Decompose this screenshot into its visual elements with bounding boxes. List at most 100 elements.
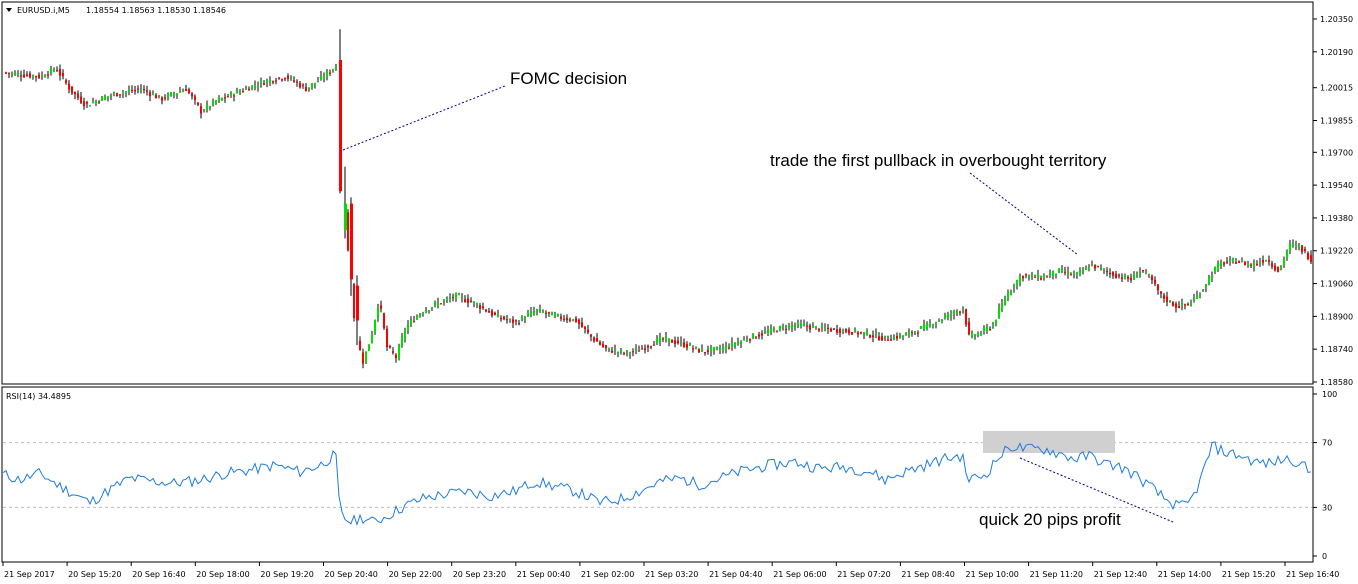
candle-body — [1046, 276, 1048, 278]
candle-body — [26, 74, 28, 76]
candle-body — [1196, 294, 1198, 299]
candle-body — [1271, 263, 1273, 267]
rsi-level-lines — [3, 442, 1312, 508]
candle-body — [671, 339, 673, 343]
candle-body — [1025, 274, 1027, 276]
candle-body — [1028, 275, 1030, 278]
candle-body — [956, 311, 958, 313]
candle-body — [953, 310, 955, 315]
candle-body — [206, 104, 208, 109]
candle-body — [875, 333, 877, 335]
candle-body — [689, 344, 691, 346]
time-tick-label: 21 Sep 04:40 — [709, 570, 762, 579]
candle-body — [698, 348, 700, 353]
candle-body — [1172, 302, 1174, 307]
price-tick-label: 1.20190 — [1320, 48, 1353, 57]
candle-body — [1142, 270, 1144, 272]
candle-body — [1094, 264, 1096, 269]
candle-body — [1040, 277, 1042, 280]
candle-body — [863, 332, 865, 335]
candle-body — [902, 335, 904, 337]
candle-body — [746, 340, 748, 342]
candle-body — [71, 86, 73, 94]
candle-body — [1199, 295, 1201, 298]
candle-body — [980, 333, 982, 335]
candle-body — [47, 74, 49, 76]
candle-body — [419, 314, 421, 317]
candle-body — [557, 314, 559, 316]
candle-body — [1070, 274, 1072, 276]
candle-body — [339, 60, 342, 192]
candle-body — [134, 89, 136, 92]
candle-body — [686, 344, 688, 348]
candle-body — [896, 335, 898, 339]
candle-body — [944, 315, 946, 319]
time-tick-label: 20 Sep 20:40 — [325, 570, 378, 579]
fomc-annotation: FOMC decision — [510, 69, 627, 88]
candle-body — [125, 91, 127, 93]
candle-body — [1001, 303, 1003, 311]
time-tick-label: 21 Sep 10:00 — [966, 570, 1019, 579]
candle-body — [803, 324, 805, 326]
candle-body — [1154, 279, 1156, 284]
candle-body — [593, 337, 595, 342]
candle-body — [1247, 263, 1249, 266]
rsi-axis: 100 70 30 0 — [1313, 390, 1337, 561]
candle-body — [299, 83, 301, 88]
candle-body — [494, 312, 496, 315]
candle-body — [560, 316, 562, 319]
candle-body — [284, 77, 286, 80]
candle-body — [674, 340, 676, 344]
candle-body — [848, 329, 850, 334]
candle-body — [74, 91, 76, 95]
candle-body — [80, 96, 82, 103]
candle-body — [449, 297, 451, 300]
candle-body — [1310, 255, 1312, 262]
candle-body — [482, 306, 484, 309]
candle-body — [215, 100, 217, 103]
candle-body — [428, 310, 430, 312]
candle-body — [86, 102, 88, 104]
candle-body — [116, 93, 118, 97]
candle-body — [749, 339, 751, 341]
candle-body — [173, 93, 175, 96]
candle-body — [359, 340, 361, 351]
candle-body — [290, 77, 292, 79]
candle-body — [857, 332, 859, 335]
candle-body — [743, 339, 745, 341]
candle-body — [473, 301, 475, 304]
candle-body — [320, 75, 322, 80]
candle-body — [1256, 263, 1258, 266]
candle-body — [425, 310, 427, 313]
candle-body — [1175, 303, 1177, 308]
candle-body — [1262, 259, 1264, 263]
candle-body — [788, 325, 790, 329]
candle-body — [1127, 276, 1129, 279]
candle-body — [1232, 258, 1234, 262]
candle-body — [128, 90, 130, 92]
candle-body — [1184, 304, 1186, 306]
candle-body — [959, 311, 961, 313]
candle-body — [443, 299, 445, 302]
candle-body — [884, 335, 886, 337]
candle-body — [281, 79, 283, 81]
candle-body — [467, 298, 469, 304]
candle-body — [542, 311, 544, 313]
candle-body — [755, 337, 757, 339]
candle-body — [101, 96, 103, 101]
candle-body — [950, 314, 952, 316]
candle-body — [38, 74, 40, 78]
candle-body — [11, 72, 13, 75]
candle-body — [1106, 270, 1108, 273]
candle-body — [842, 329, 844, 332]
candle-body — [1187, 303, 1189, 306]
candle-body — [983, 327, 985, 332]
rsi-tick-label: 30 — [1322, 503, 1332, 512]
candle-body — [785, 328, 787, 330]
candle-body — [455, 292, 457, 299]
candle-body — [1133, 274, 1135, 280]
collapse-triangle-icon[interactable] — [6, 8, 12, 12]
candle-body — [1016, 280, 1018, 287]
candle-body — [14, 72, 16, 75]
candle-body — [305, 87, 307, 92]
